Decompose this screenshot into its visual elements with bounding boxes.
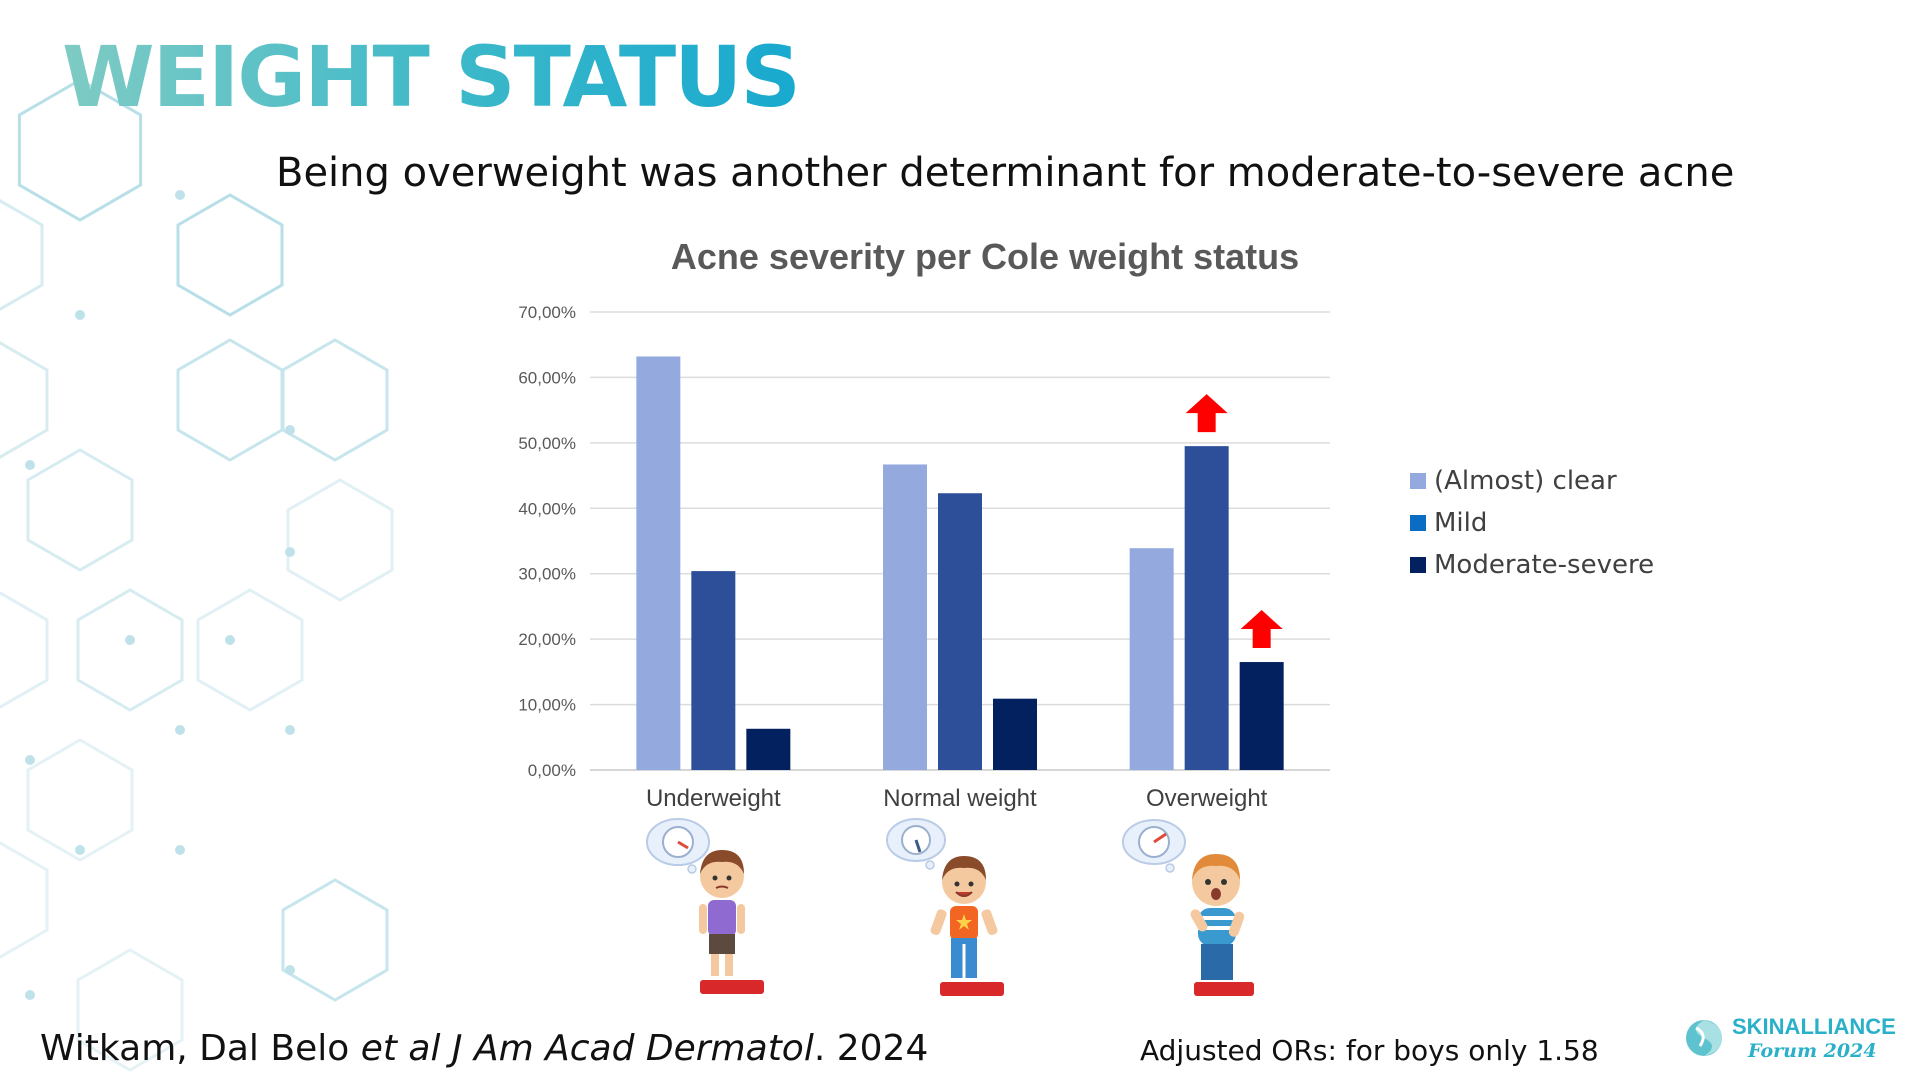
x-tick-label: Overweight: [1146, 785, 1268, 812]
bar: [883, 464, 927, 770]
hexagon-shape: [0, 841, 49, 959]
legend-swatch-moderate-severe: [1410, 557, 1426, 573]
legend-swatch-almost-clear: [1410, 473, 1426, 489]
legend-item-mild: Mild: [1410, 502, 1654, 544]
hexagon-node: [175, 725, 185, 735]
y-tick-label: 10,00%: [518, 696, 576, 715]
y-tick-label: 70,00%: [518, 303, 576, 322]
hexagon-shape: [17, 78, 143, 222]
y-tick-label: 0,00%: [528, 761, 576, 780]
slide-subtitle: Being overweight was another determinant…: [276, 150, 1735, 196]
hexagon-shape: [286, 478, 394, 602]
hexagon-node: [75, 310, 85, 320]
child-normal-weight-illustration: [886, 818, 1004, 996]
hexagon-node: [285, 965, 295, 975]
adjusted-or-note: Adjusted ORs: for boys only 1.58: [1140, 1034, 1599, 1067]
citation: Witkam, Dal Belo et al J Am Acad Dermato…: [40, 1028, 928, 1069]
hexagon-node: [285, 547, 295, 557]
hexagon-node: [125, 635, 135, 645]
slide-title: WEIGHT STATUS: [62, 28, 801, 126]
hexagon-node: [75, 845, 85, 855]
y-tick-label: 40,00%: [518, 499, 576, 518]
logo-subtitle: Forum 2024: [1748, 1040, 1877, 1062]
hexagon-shape: [281, 338, 389, 462]
up-arrow-icon: [1240, 610, 1283, 649]
legend-label: Mild: [1434, 508, 1488, 538]
legend-swatch-mild: [1410, 515, 1426, 531]
bar: [636, 356, 681, 770]
hexagon-shape: [196, 588, 304, 712]
y-tick-label: 50,00%: [518, 434, 576, 453]
hexagon-node: [225, 635, 235, 645]
hexagon-shape: [0, 199, 44, 311]
y-tick-label: 30,00%: [518, 565, 576, 584]
legend-item-almost-clear: (Almost) clear: [1410, 460, 1654, 502]
hexagon-shape: [281, 878, 389, 1002]
hexagon-node: [175, 190, 185, 200]
hexagon-shape: [0, 591, 49, 709]
hexagon-node: [285, 425, 295, 435]
skinalliance-logo-icon: [1686, 1020, 1722, 1056]
y-tick-label: 20,00%: [518, 630, 576, 649]
skinalliance-logo: SKINALLIANCE Forum 2024: [1682, 1008, 1902, 1070]
weighing-scale-icon: [1122, 819, 1186, 873]
hexagon-shape: [176, 193, 284, 317]
bar: [691, 571, 736, 770]
hexagon-pattern: [0, 78, 394, 1072]
weighing-scale-icon: [886, 818, 946, 870]
hexagon-shape: [26, 738, 134, 862]
hexagon-node: [25, 755, 35, 765]
citation-authors: Witkam, Dal Belo: [40, 1028, 361, 1069]
hexagon-shape: [76, 588, 184, 712]
child-underweight-illustration: [646, 818, 764, 994]
hexagon-node: [285, 725, 295, 735]
bar: [1239, 662, 1284, 770]
legend-label: Moderate-severe: [1434, 550, 1655, 580]
bar: [1129, 548, 1174, 770]
citation-journal: et al J Am Acad Dermatol: [360, 1028, 814, 1069]
y-tick-label: 60,00%: [518, 368, 576, 387]
weighing-scale-icon: [646, 818, 710, 874]
chart-legend: (Almost) clear Mild Moderate-severe: [1410, 460, 1654, 586]
legend-label: (Almost) clear: [1434, 466, 1617, 496]
bar-chart: 0,00% 10,00% 20,00% 30,00% 40,00% 50,00% 60,00…: [518, 303, 1330, 812]
x-tick-label: Normal weight: [883, 785, 1037, 812]
legend-item-moderate-severe: Moderate-severe: [1410, 544, 1654, 586]
hexagon-node: [175, 845, 185, 855]
hexagon-shape: [26, 448, 134, 572]
x-tick-label: Underweight: [646, 785, 781, 812]
hexagon-node: [25, 460, 35, 470]
hexagon-shape: [0, 341, 49, 459]
logo-name: SKINALLIANCE: [1732, 1014, 1896, 1039]
citation-year: . 2024: [813, 1028, 929, 1069]
bar: [993, 698, 1037, 770]
hexagon-node: [25, 990, 35, 1000]
bar: [938, 493, 982, 770]
bar: [1184, 446, 1229, 770]
bar: [746, 728, 791, 770]
chart-title: Acne severity per Cole weight status: [670, 236, 1300, 277]
up-arrow-icon: [1185, 394, 1228, 433]
child-overweight-illustration: [1122, 819, 1254, 996]
hexagon-shape: [76, 948, 184, 1072]
hexagon-shape: [176, 338, 284, 462]
